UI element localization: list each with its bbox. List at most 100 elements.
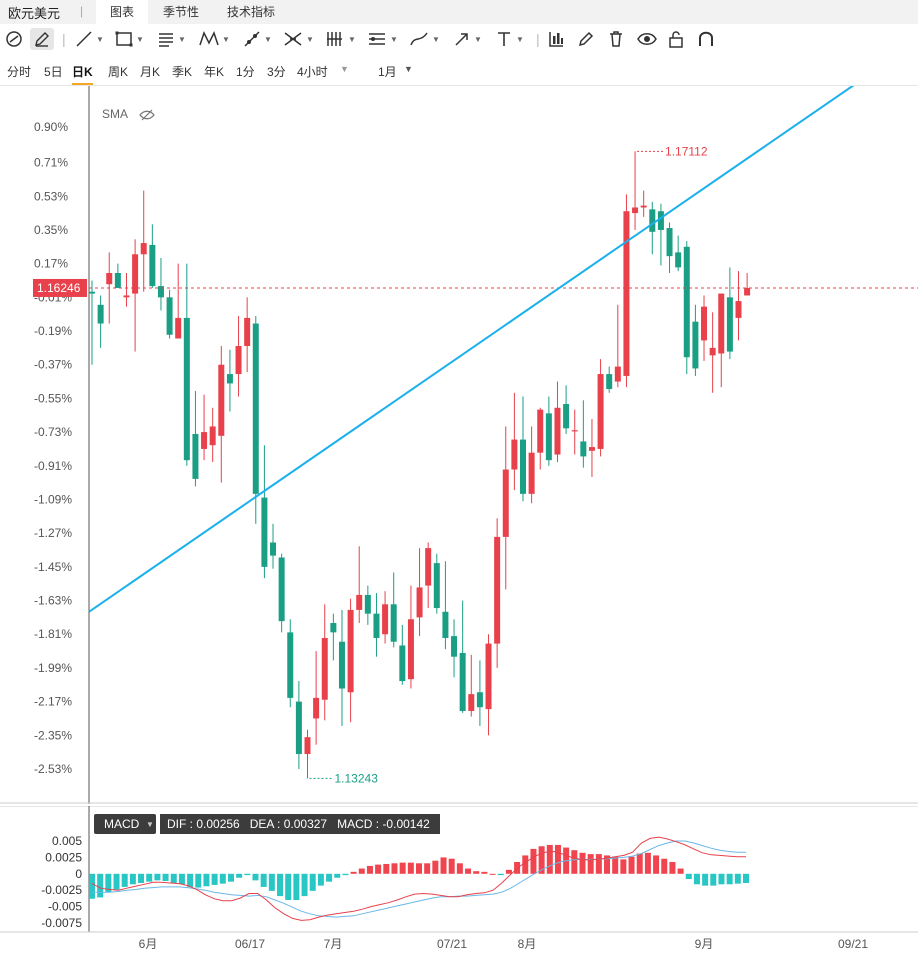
pattern-icon[interactable]: ▼ <box>198 28 230 50</box>
macd-bar <box>211 873 218 885</box>
macd-bar <box>227 873 234 882</box>
text-icon[interactable]: ▼ <box>494 28 524 50</box>
macd-bar <box>612 856 619 874</box>
dif-line <box>91 836 746 921</box>
candle-body <box>140 243 147 255</box>
candle <box>588 418 595 478</box>
channel-icon[interactable]: ▼ <box>156 28 186 50</box>
period-timeshare[interactable]: 分时 <box>7 65 32 79</box>
candle-body <box>563 404 570 429</box>
period-5day[interactable]: 5日 <box>44 65 63 79</box>
candle <box>451 619 458 678</box>
candle-body <box>244 317 251 346</box>
candle-body <box>640 205 647 208</box>
macd-chart[interactable]: MACD ▼ DIF : 0.00256 DEA : 0.00327 MACD … <box>0 806 918 955</box>
y-tick-label: -0.73% <box>34 425 72 439</box>
pencil-icon[interactable] <box>30 28 54 50</box>
period-4hour[interactable]: 4小时 <box>297 65 328 79</box>
period-1min[interactable]: 1分 <box>236 65 255 79</box>
candle-body <box>675 252 682 268</box>
y-tick-label: -0.19% <box>34 324 72 338</box>
tab-seasonality[interactable]: 季节性 <box>163 5 200 19</box>
candle <box>683 241 690 375</box>
tab-indicators[interactable]: 技术指标 <box>227 5 276 19</box>
period-3min[interactable]: 3分 <box>267 65 286 79</box>
candle <box>726 267 733 360</box>
macd-bar <box>97 873 104 898</box>
period-yearly-k[interactable]: 年K <box>204 65 225 79</box>
candle-body <box>330 623 337 633</box>
macd-y-tick-label: -0.005 <box>48 900 82 914</box>
indicator-icon[interactable] <box>546 28 566 50</box>
candle <box>140 190 147 292</box>
macd-bar <box>195 873 202 888</box>
eye-icon[interactable] <box>636 28 658 50</box>
ruler-icon[interactable]: ▼ <box>366 28 398 50</box>
candle-body <box>571 430 578 432</box>
low-price-label: 1.13243 <box>335 771 379 785</box>
candle-body <box>175 317 182 339</box>
candle <box>563 385 570 434</box>
macd-dropdown[interactable] <box>94 814 156 834</box>
candle-body <box>468 694 475 711</box>
candle <box>218 345 225 483</box>
lock-icon[interactable] <box>666 28 686 50</box>
candle <box>149 224 156 288</box>
macd-bar <box>383 863 390 874</box>
brush-icon[interactable]: ▼ <box>408 28 440 50</box>
candle <box>157 258 164 311</box>
candle <box>399 624 406 685</box>
macd-bar <box>277 873 284 897</box>
candle-body <box>270 542 277 556</box>
candle-body <box>632 207 639 214</box>
period-quarterly-k[interactable]: 季K <box>172 65 193 79</box>
arrow-icon[interactable]: ▼ <box>452 28 482 50</box>
macd-y-tick-label: 0.005 <box>52 834 82 848</box>
gann-icon[interactable]: ▼ <box>324 28 356 50</box>
candle-body <box>744 287 751 296</box>
candle-body <box>382 604 389 635</box>
candle-body <box>373 613 380 638</box>
rectangle-icon[interactable]: ▼ <box>114 28 144 50</box>
macd-bar <box>260 873 267 887</box>
candle-body <box>321 637 328 700</box>
candle-body <box>537 409 544 453</box>
range-dropdown-icon[interactable]: ▼ <box>404 64 413 74</box>
settings-icon[interactable] <box>4 28 24 50</box>
period-daily-k[interactable]: 日K <box>72 63 93 85</box>
pitchfork-icon[interactable]: ▼ <box>282 28 314 50</box>
period-weekly-k[interactable]: 周K <box>108 65 129 79</box>
candle-body <box>313 697 320 719</box>
candle <box>382 591 389 644</box>
hide-indicator-icon[interactable] <box>139 109 155 121</box>
more-periods-icon[interactable]: ▼ <box>340 64 349 74</box>
line-icon[interactable]: ▼ <box>74 28 104 50</box>
tab-chart[interactable]: 图表 <box>96 0 149 24</box>
candle <box>709 312 716 393</box>
candle-body <box>718 293 725 354</box>
candle <box>675 235 682 272</box>
candle-body <box>123 295 130 298</box>
y-tick-label: -1.99% <box>34 661 72 675</box>
candle <box>390 572 397 648</box>
y-tick-label: -2.17% <box>34 695 72 709</box>
macd-bar <box>187 873 194 887</box>
dea-line <box>92 840 746 918</box>
candle-body <box>149 244 156 287</box>
macd-bar <box>121 873 128 887</box>
y-tick-label: -0.37% <box>34 358 72 372</box>
period-monthly-k[interactable]: 月K <box>140 65 161 79</box>
trend-line[interactable] <box>88 86 918 613</box>
fib-icon[interactable]: ▼ <box>242 28 272 50</box>
magnet-icon[interactable] <box>696 28 716 50</box>
candle <box>278 553 285 633</box>
candle <box>485 634 492 736</box>
macd-bar <box>579 852 586 874</box>
edit-icon[interactable] <box>576 28 596 50</box>
candlestick-chart[interactable]: 0.90%0.71%0.53%0.35%0.17%-0.01%-0.19%-0.… <box>0 86 918 804</box>
macd-bar <box>734 873 741 884</box>
trash-icon[interactable] <box>606 28 626 50</box>
candle-body <box>347 609 354 693</box>
candle-body <box>226 374 233 384</box>
range-select[interactable]: 1月 <box>378 65 397 79</box>
